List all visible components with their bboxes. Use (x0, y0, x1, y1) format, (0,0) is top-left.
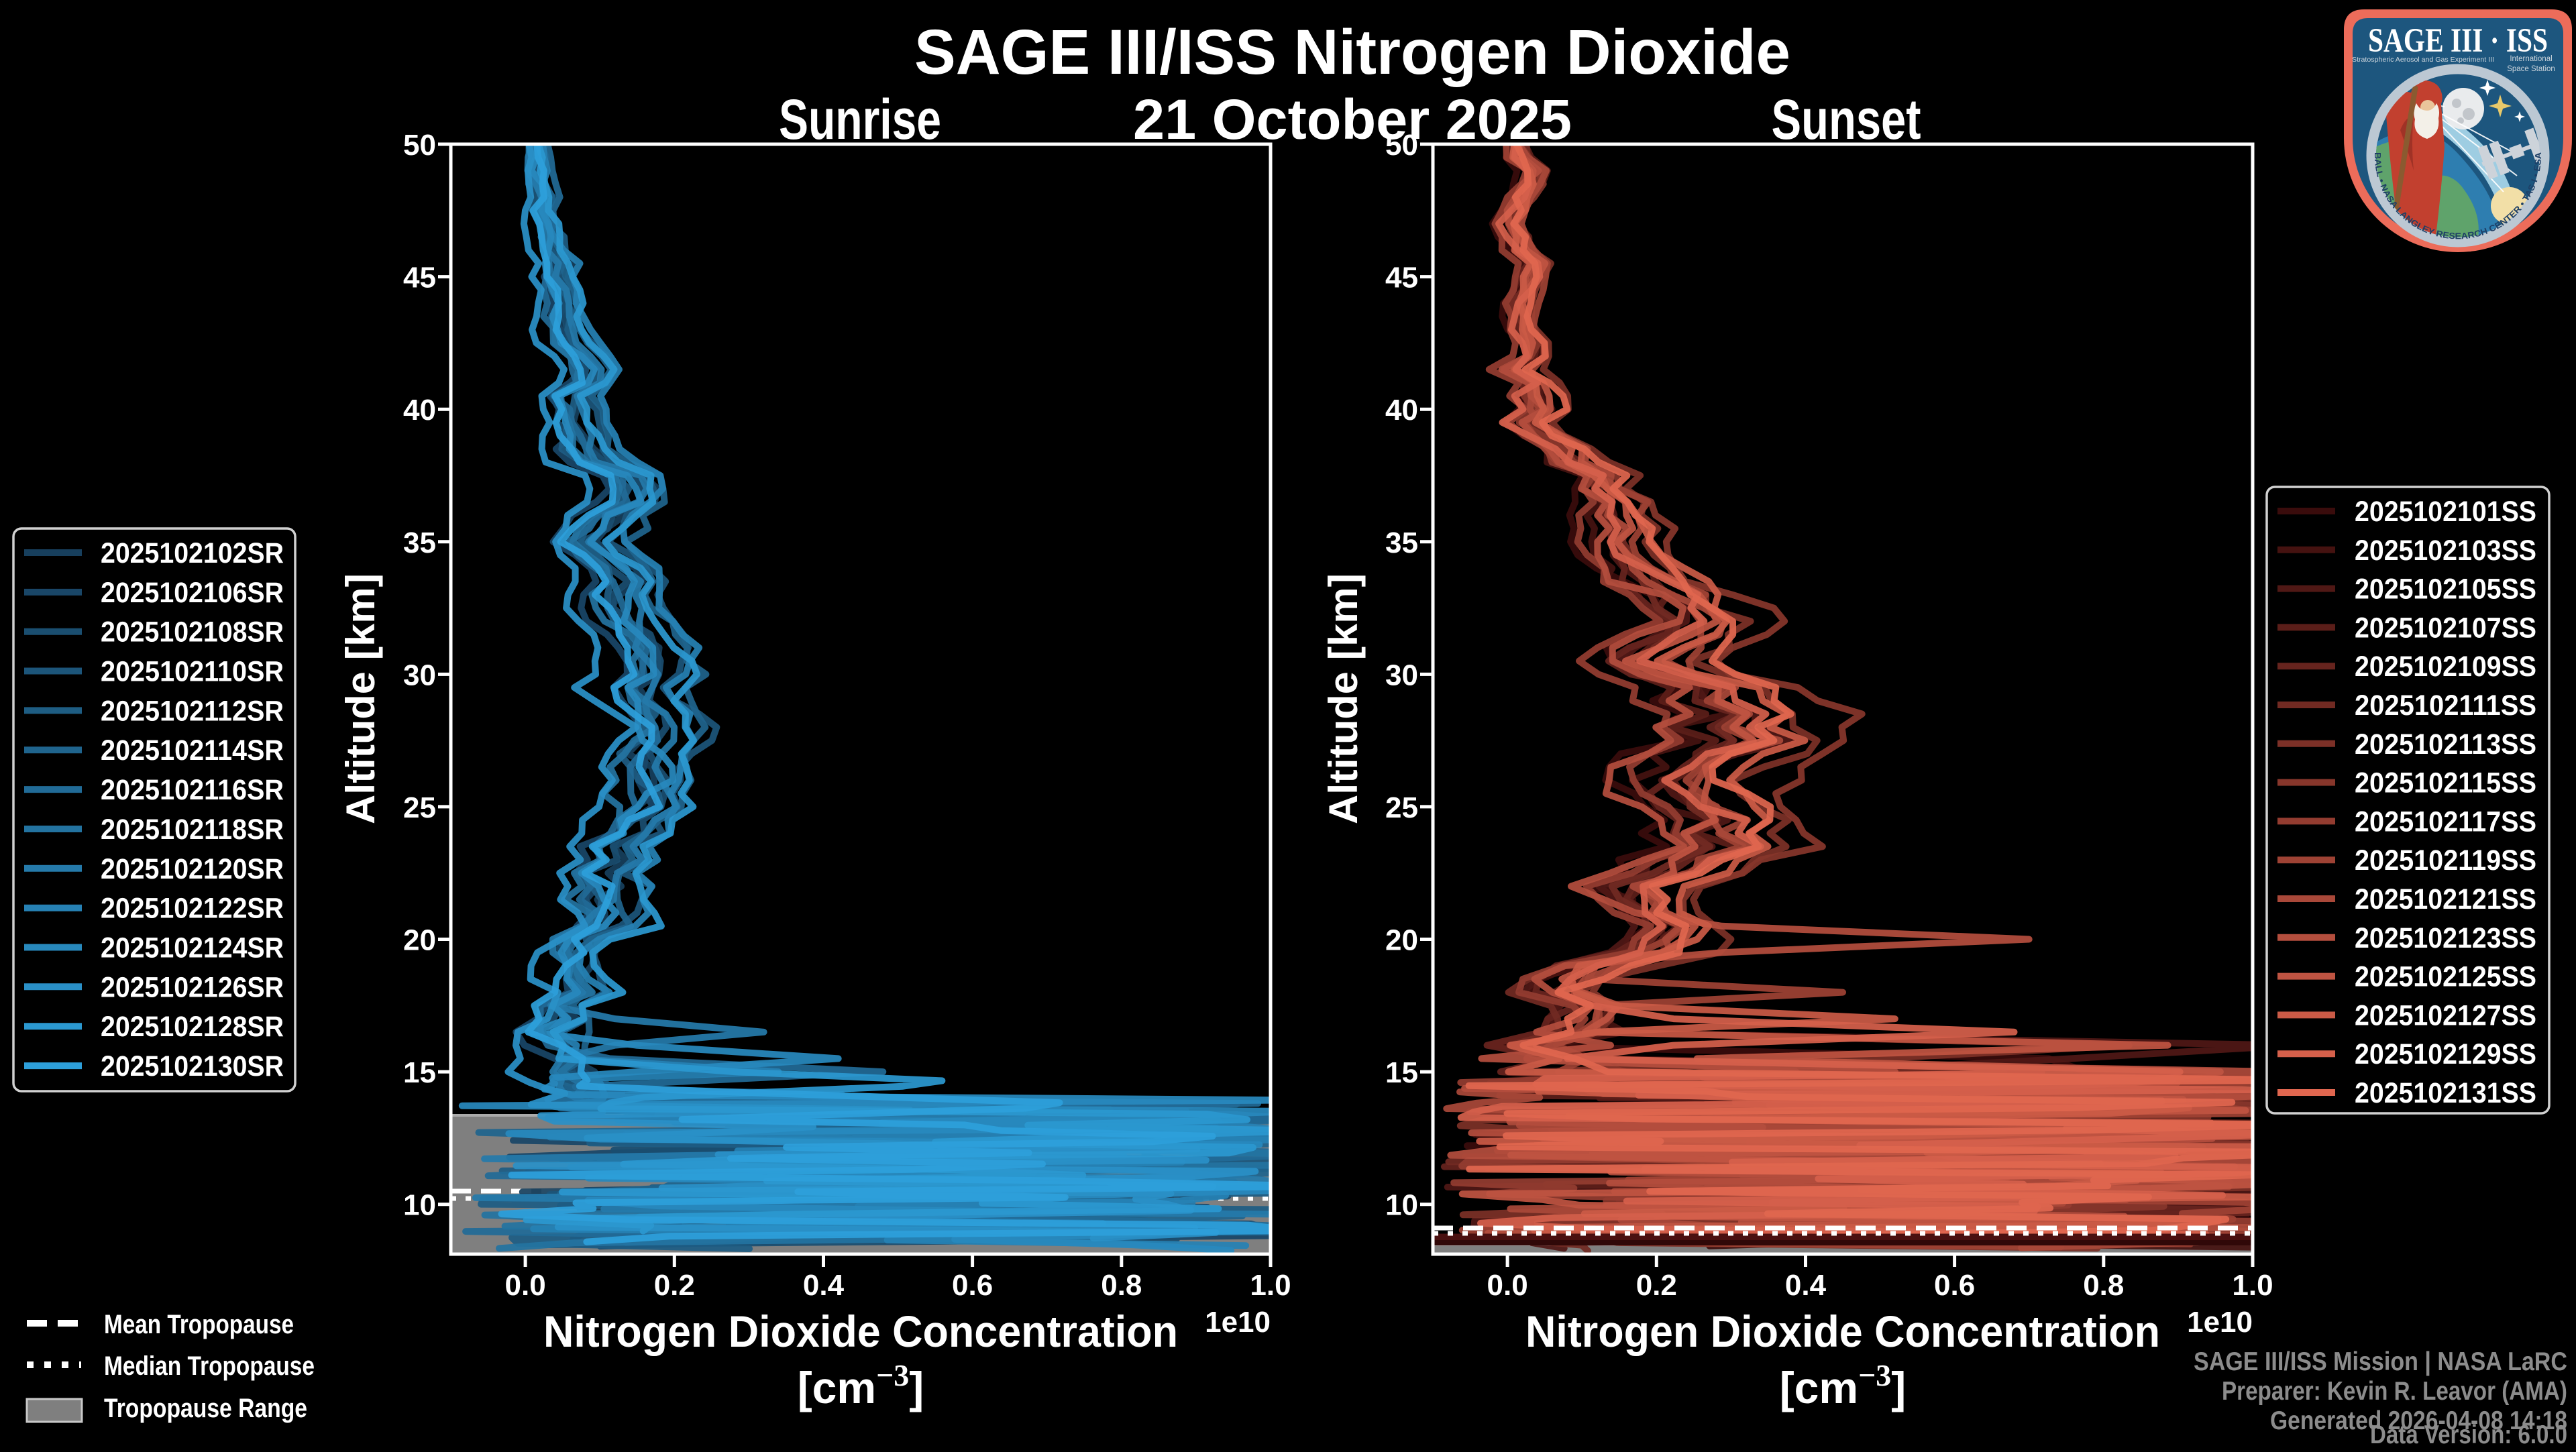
svg-text:0.4: 0.4 (1785, 1269, 1827, 1302)
svg-text:Generated 2026-04-08 14:18: Generated 2026-04-08 14:18 (2270, 1406, 2567, 1435)
svg-text:Tropopause Range: Tropopause Range (104, 1394, 307, 1423)
svg-text:20: 20 (403, 924, 436, 957)
svg-text:20: 20 (1385, 924, 1418, 957)
svg-text:Stratospheric Aerosol and Gas: Stratospheric Aerosol and Gas Experiment… (2352, 56, 2494, 64)
svg-text:2025102107SS: 2025102107SS (2355, 612, 2536, 644)
svg-text:2025102120SR: 2025102120SR (101, 853, 284, 885)
svg-text:0.6: 0.6 (1934, 1269, 1975, 1302)
svg-text:2025102118SR: 2025102118SR (101, 814, 284, 846)
svg-text:2025102131SS: 2025102131SS (2355, 1077, 2536, 1109)
svg-text:15: 15 (403, 1056, 436, 1089)
svg-text:2025102119SS: 2025102119SS (2355, 844, 2536, 877)
svg-text:SAGE III · ISS: SAGE III · ISS (2368, 22, 2548, 60)
svg-text:2025102126SR: 2025102126SR (101, 971, 284, 1003)
svg-text:2025102116SR: 2025102116SR (101, 774, 284, 806)
svg-text:2025102117SS: 2025102117SS (2355, 805, 2536, 838)
svg-text:1.0: 1.0 (1250, 1269, 1291, 1302)
svg-text:25: 25 (403, 791, 436, 824)
svg-text:Mean Tropopause: Mean Tropopause (104, 1310, 294, 1339)
svg-text:50: 50 (1385, 129, 1418, 162)
svg-text:2025102113SS: 2025102113SS (2355, 728, 2536, 761)
svg-text:Data Version: 6.0.0: Data Version: 6.0.0 (2370, 1420, 2567, 1449)
svg-text:0.6: 0.6 (952, 1269, 993, 1302)
svg-text:2025102111SS: 2025102111SS (2355, 689, 2536, 722)
svg-text:Preparer: Kevin R. Leavor (AMA: Preparer: Kevin R. Leavor (AMA) (2222, 1377, 2567, 1406)
svg-text:1e10: 1e10 (2187, 1306, 2253, 1339)
svg-text:Altitude [km]: Altitude [km] (338, 573, 383, 824)
svg-text:35: 35 (403, 526, 436, 559)
svg-text:30: 30 (1385, 659, 1418, 691)
svg-text:40: 40 (1385, 394, 1418, 427)
svg-text:2025102128SR: 2025102128SR (101, 1011, 284, 1043)
svg-text:2025102115SS: 2025102115SS (2355, 767, 2536, 799)
svg-text:2025102121SS: 2025102121SS (2355, 883, 2536, 915)
svg-text:0.2: 0.2 (654, 1269, 695, 1302)
svg-text:0.2: 0.2 (1636, 1269, 1677, 1302)
svg-text:0.0: 0.0 (1487, 1269, 1528, 1302)
svg-text:Sunset: Sunset (1772, 88, 1921, 151)
svg-text:2025102103SS: 2025102103SS (2355, 535, 2536, 567)
svg-text:0.8: 0.8 (1101, 1269, 1142, 1302)
svg-text:25: 25 (1385, 791, 1418, 824)
svg-text:10: 10 (1385, 1189, 1418, 1222)
svg-text:2025102109SS: 2025102109SS (2355, 651, 2536, 683)
svg-text:International: International (2510, 55, 2552, 63)
svg-text:2025102130SR: 2025102130SR (101, 1050, 284, 1082)
svg-text:0.8: 0.8 (2083, 1269, 2124, 1302)
svg-text:10: 10 (403, 1189, 436, 1222)
svg-text:1.0: 1.0 (2232, 1269, 2273, 1302)
svg-text:30: 30 (403, 659, 436, 691)
svg-text:15: 15 (1385, 1056, 1418, 1089)
svg-text:2025102112SR: 2025102112SR (101, 695, 284, 727)
svg-text:1e10: 1e10 (1205, 1306, 1271, 1339)
svg-text:2025102114SR: 2025102114SR (101, 734, 284, 767)
svg-text:Nitrogen Dioxide Concentration: Nitrogen Dioxide Concentration (1525, 1306, 2160, 1356)
svg-text:Sunrise: Sunrise (779, 88, 941, 151)
svg-text:Median Tropopause: Median Tropopause (104, 1351, 315, 1381)
svg-text:SAGE III/ISS Mission | NASA La: SAGE III/ISS Mission | NASA LaRC (2194, 1347, 2567, 1376)
svg-text:45: 45 (1385, 262, 1418, 294)
svg-text:2025102101SS: 2025102101SS (2355, 496, 2536, 528)
svg-text:2025102102SR: 2025102102SR (101, 537, 284, 569)
svg-text:2025102129SS: 2025102129SS (2355, 1038, 2536, 1070)
svg-text:50: 50 (403, 129, 436, 162)
svg-text:2025102108SR: 2025102108SR (101, 616, 284, 649)
svg-text:2025102125SS: 2025102125SS (2355, 961, 2536, 993)
svg-text:0.4: 0.4 (803, 1269, 845, 1302)
svg-text:21 October 2025: 21 October 2025 (1133, 88, 1572, 151)
svg-text:2025102110SR: 2025102110SR (101, 656, 284, 688)
svg-text:SAGE III/ISS Nitrogen Dioxide: SAGE III/ISS Nitrogen Dioxide (914, 17, 1790, 88)
svg-text:2025102127SS: 2025102127SS (2355, 999, 2536, 1031)
svg-text:0.0: 0.0 (505, 1269, 546, 1302)
svg-text:Nitrogen Dioxide Concentration: Nitrogen Dioxide Concentration (543, 1306, 1178, 1356)
svg-text:35: 35 (1385, 526, 1418, 559)
svg-text:2025102106SR: 2025102106SR (101, 577, 284, 609)
svg-text:45: 45 (403, 262, 436, 294)
svg-text:Altitude [km]: Altitude [km] (1321, 573, 1366, 824)
svg-text:40: 40 (403, 394, 436, 427)
svg-text:2025102105SS: 2025102105SS (2355, 573, 2536, 606)
svg-text:Space Station: Space Station (2507, 65, 2555, 73)
svg-text:2025102122SR: 2025102122SR (101, 893, 284, 925)
svg-text:2025102124SR: 2025102124SR (101, 932, 284, 964)
svg-text:2025102123SS: 2025102123SS (2355, 922, 2536, 954)
